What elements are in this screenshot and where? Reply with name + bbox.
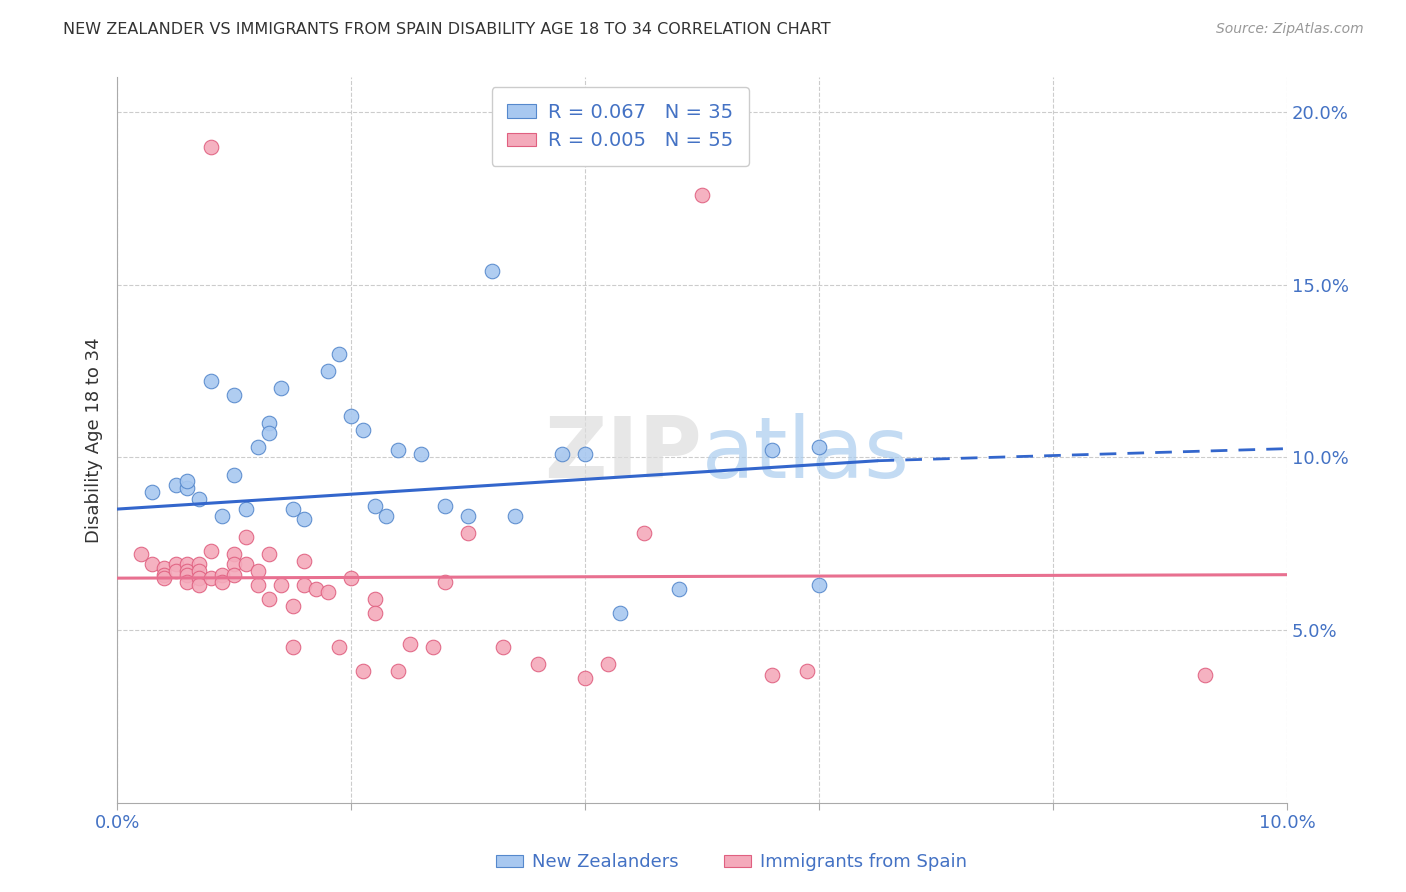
Point — [633, 526, 655, 541]
Point — [200, 543, 222, 558]
Point — [328, 640, 350, 655]
Point — [259, 416, 281, 430]
Point — [211, 567, 233, 582]
Point — [598, 657, 620, 672]
Point — [165, 478, 187, 492]
Point — [270, 381, 292, 395]
Text: ZIP: ZIP — [544, 413, 702, 496]
Point — [176, 558, 198, 572]
Point — [141, 484, 163, 499]
Point — [224, 558, 246, 572]
Point — [270, 578, 292, 592]
Point — [761, 443, 783, 458]
Point — [316, 364, 339, 378]
Point — [246, 564, 269, 578]
Point — [153, 571, 176, 585]
Point — [340, 571, 363, 585]
Point — [165, 564, 187, 578]
Point — [796, 665, 818, 679]
Text: Source: ZipAtlas.com: Source: ZipAtlas.com — [1216, 22, 1364, 37]
Point — [176, 564, 198, 578]
Point — [200, 374, 222, 388]
Point — [200, 571, 222, 585]
Point — [328, 347, 350, 361]
Point — [224, 467, 246, 482]
Point — [211, 574, 233, 589]
Point — [188, 578, 211, 592]
Point — [457, 508, 479, 523]
Point — [224, 567, 246, 582]
Point — [492, 640, 515, 655]
Point — [609, 606, 631, 620]
Point — [188, 571, 211, 585]
Point — [481, 264, 503, 278]
Point — [292, 554, 315, 568]
Point — [761, 668, 783, 682]
Point — [551, 447, 574, 461]
Point — [224, 388, 246, 402]
Point — [292, 578, 315, 592]
Point — [1194, 668, 1216, 682]
Point — [352, 665, 374, 679]
Point — [363, 499, 385, 513]
Y-axis label: Disability Age 18 to 34: Disability Age 18 to 34 — [86, 337, 103, 543]
Point — [574, 447, 596, 461]
Point — [129, 547, 152, 561]
Point — [188, 564, 211, 578]
Point — [433, 574, 456, 589]
Point — [340, 409, 363, 423]
Point — [574, 671, 596, 685]
Point — [457, 526, 479, 541]
Legend: R = 0.067   N = 35, R = 0.005   N = 55: R = 0.067 N = 35, R = 0.005 N = 55 — [492, 87, 749, 166]
Point — [153, 561, 176, 575]
Point — [503, 508, 526, 523]
Point — [259, 426, 281, 441]
Point — [363, 591, 385, 606]
Point — [235, 558, 257, 572]
Point — [176, 481, 198, 495]
Point — [433, 499, 456, 513]
Point — [224, 547, 246, 561]
Point — [668, 582, 690, 596]
Point — [165, 558, 187, 572]
Point — [188, 558, 211, 572]
Point — [808, 440, 831, 454]
Point — [281, 640, 304, 655]
Point — [411, 447, 433, 461]
Text: NEW ZEALANDER VS IMMIGRANTS FROM SPAIN DISABILITY AGE 18 TO 34 CORRELATION CHART: NEW ZEALANDER VS IMMIGRANTS FROM SPAIN D… — [63, 22, 831, 37]
Point — [246, 578, 269, 592]
Point — [211, 508, 233, 523]
Point — [281, 502, 304, 516]
Point — [188, 491, 211, 506]
Point — [176, 574, 198, 589]
Point — [246, 440, 269, 454]
Point — [352, 423, 374, 437]
Point — [387, 443, 409, 458]
Legend: New Zealanders, Immigrants from Spain: New Zealanders, Immigrants from Spain — [488, 847, 974, 879]
Text: atlas: atlas — [702, 413, 910, 496]
Point — [398, 637, 420, 651]
Point — [153, 567, 176, 582]
Point — [387, 665, 409, 679]
Point — [176, 475, 198, 489]
Point — [292, 512, 315, 526]
Point — [259, 591, 281, 606]
Point — [690, 187, 713, 202]
Point — [176, 567, 198, 582]
Point — [422, 640, 444, 655]
Point — [235, 530, 257, 544]
Point — [200, 139, 222, 153]
Point — [281, 599, 304, 613]
Point — [259, 547, 281, 561]
Point — [375, 508, 398, 523]
Point — [305, 582, 328, 596]
Point — [141, 558, 163, 572]
Point — [235, 502, 257, 516]
Point — [527, 657, 550, 672]
Point — [316, 585, 339, 599]
Point — [808, 578, 831, 592]
Point — [363, 606, 385, 620]
